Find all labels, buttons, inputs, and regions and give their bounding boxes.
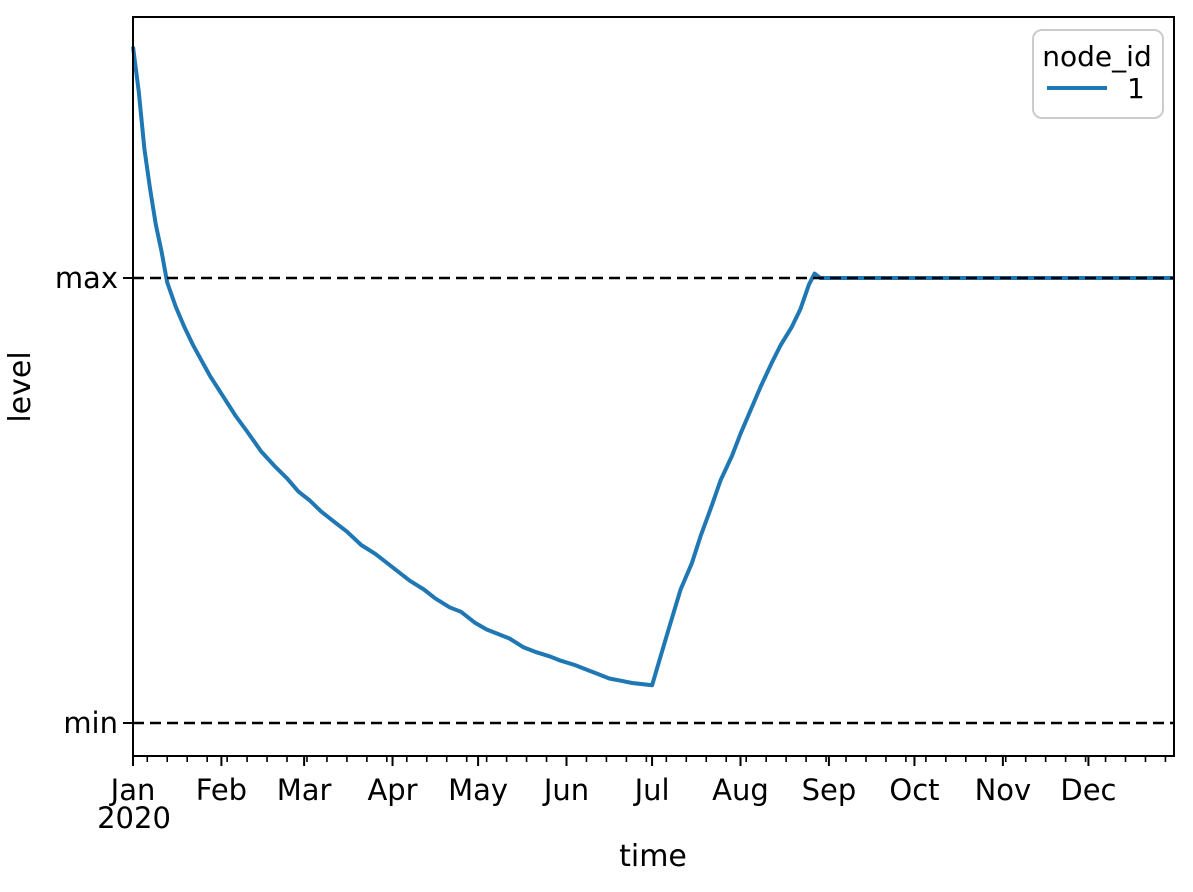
plot-border [132,16,1175,757]
x-tick-label: Jun [542,773,589,807]
series-group [131,46,1174,688]
x-tick-label: Feb [196,773,247,807]
tick-group [123,277,1167,766]
x-tick-label: Aug [712,773,769,807]
y-tick-label-max: max [55,261,118,295]
reference-lines-group [133,276,1174,725]
x-tick-label: May [448,773,508,807]
y-tick-label-min: min [63,706,118,740]
legend-entry-label: 1 [1127,72,1145,105]
legend-box [1032,29,1164,119]
series-line-node-1 [131,46,1174,688]
x-tick-label: Mar [277,773,332,807]
axis-label-level: level [3,351,38,422]
x-tick-label: Jul [633,773,670,807]
x-tick-label: Oct [889,773,939,807]
x-tick-year-label: 2020 [97,801,171,835]
x-tick-label: Dec [1060,773,1116,807]
legend: node_id 1 [1032,29,1164,119]
x-tick-label: Sep [802,773,857,807]
legend-title: node_id [1042,40,1151,73]
axis-label-time: time [619,839,687,874]
x-tick-label: Nov [975,773,1032,807]
x-tick-label: Apr [367,773,417,807]
x-tick-label: Jan [109,773,156,807]
